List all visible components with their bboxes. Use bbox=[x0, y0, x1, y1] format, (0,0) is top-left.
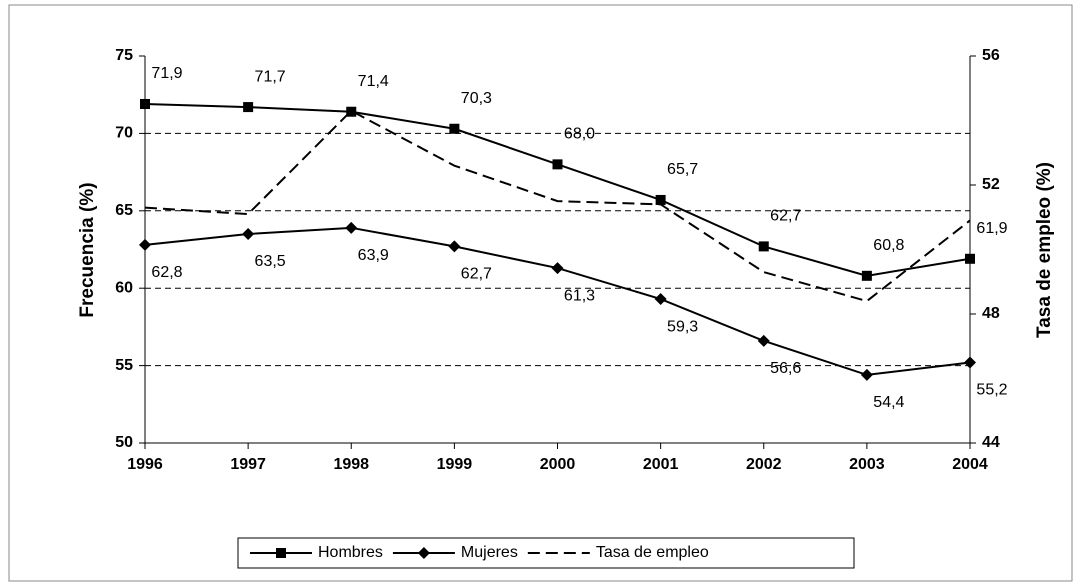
data-point bbox=[243, 102, 254, 113]
data-point bbox=[346, 106, 357, 117]
data-point bbox=[757, 334, 770, 347]
data-label: 71,4 bbox=[358, 73, 389, 90]
data-point bbox=[140, 98, 150, 109]
x-tick-label: 1998 bbox=[333, 456, 369, 473]
y-tick-label: 65 bbox=[115, 202, 133, 219]
y-axis-title: Frecuencia (%) bbox=[77, 182, 98, 317]
data-label: 68,0 bbox=[564, 126, 595, 143]
data-label: 62,7 bbox=[770, 208, 801, 225]
data-label: 62,8 bbox=[151, 264, 182, 281]
data-label: 54,4 bbox=[873, 394, 904, 411]
legend-marker bbox=[417, 547, 430, 559]
y-tick-label: 60 bbox=[115, 279, 133, 296]
x-tick-label: 1997 bbox=[230, 456, 266, 473]
data-label: 71,7 bbox=[255, 68, 286, 85]
data-label: 61,3 bbox=[564, 287, 595, 304]
data-label: 60,8 bbox=[873, 237, 904, 254]
data-point bbox=[139, 238, 151, 251]
x-tick-label: 2004 bbox=[952, 456, 988, 473]
data-point bbox=[449, 123, 460, 134]
data-point bbox=[654, 293, 667, 306]
data-point bbox=[655, 194, 666, 205]
data-label: 65,7 bbox=[667, 161, 698, 178]
y-tick-label: 75 bbox=[115, 47, 133, 64]
data-point bbox=[551, 262, 564, 275]
x-tick-label: 2003 bbox=[849, 456, 885, 473]
data-label: 63,5 bbox=[255, 253, 286, 270]
y2-tick-label: 52 bbox=[982, 176, 1000, 193]
data-point bbox=[552, 159, 563, 170]
data-label: 61,9 bbox=[976, 220, 1007, 237]
data-label: 63,9 bbox=[358, 247, 389, 264]
data-point bbox=[758, 241, 769, 252]
y-tick-label: 50 bbox=[115, 434, 133, 451]
data-label: 71,9 bbox=[151, 65, 182, 82]
y2-tick-label: 44 bbox=[982, 434, 1000, 451]
y-tick-label: 55 bbox=[115, 357, 133, 374]
legend-marker bbox=[276, 548, 286, 558]
data-label: 62,7 bbox=[461, 266, 492, 283]
legend-label: Tasa de empleo bbox=[596, 544, 709, 561]
y2-axis-title: Tasa de empleo (%) bbox=[1034, 162, 1055, 338]
chart-border bbox=[8, 4, 1073, 582]
data-point bbox=[861, 270, 872, 281]
data-point bbox=[860, 368, 873, 381]
legend-label: Mujeres bbox=[461, 544, 518, 561]
x-tick-label: 2001 bbox=[643, 456, 679, 473]
y-tick-label: 70 bbox=[115, 125, 133, 142]
data-point bbox=[964, 356, 976, 369]
series-line bbox=[144, 109, 971, 303]
data-label: 59,3 bbox=[667, 318, 698, 335]
x-tick-label: 2002 bbox=[746, 456, 782, 473]
data-label: 55,2 bbox=[976, 382, 1007, 399]
data-point bbox=[242, 228, 255, 241]
x-tick-label: 1999 bbox=[437, 456, 473, 473]
x-tick-label: 1996 bbox=[127, 456, 163, 473]
data-label: 56,6 bbox=[770, 360, 801, 377]
y2-tick-label: 56 bbox=[982, 47, 1000, 64]
x-tick-label: 2000 bbox=[540, 456, 576, 473]
legend-label: Hombres bbox=[318, 544, 383, 561]
data-point bbox=[965, 253, 975, 264]
data-point bbox=[345, 221, 358, 234]
data-label: 70,3 bbox=[461, 90, 492, 107]
y2-tick-label: 48 bbox=[982, 305, 1000, 322]
data-point bbox=[448, 240, 461, 253]
